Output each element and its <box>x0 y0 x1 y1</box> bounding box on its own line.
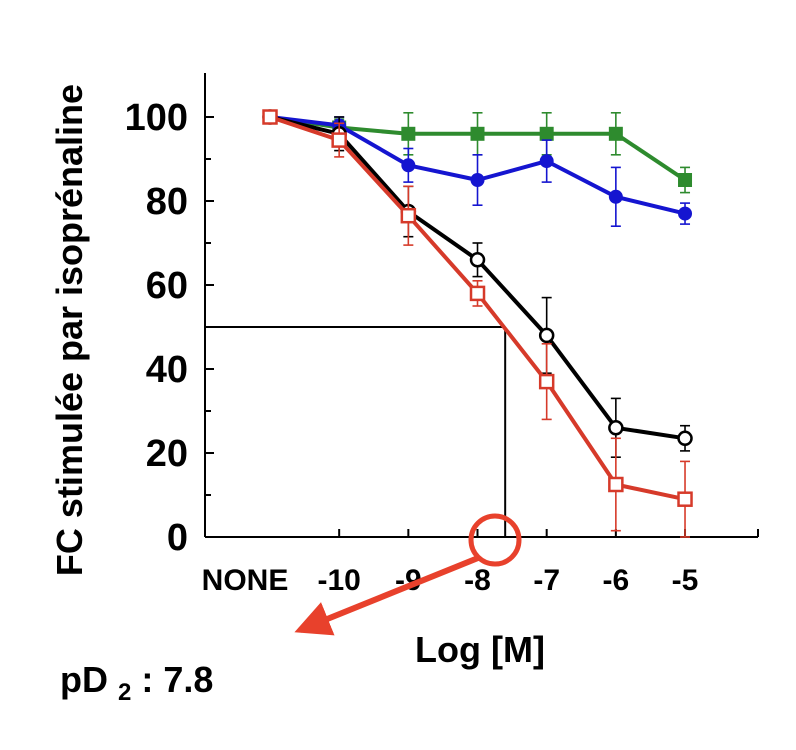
x-tick-label: -8 <box>464 564 491 597</box>
y-tick-label: 60 <box>146 265 188 307</box>
data-point <box>470 173 485 187</box>
x-tick-label: -6 <box>603 564 630 597</box>
data-point <box>331 132 347 148</box>
pd2-subscript: 2 <box>118 679 131 706</box>
pd2-label-main: pD <box>60 659 108 700</box>
x-tick-label: -7 <box>533 564 560 597</box>
data-point <box>470 126 485 141</box>
pd2-value: : 7.8 <box>141 659 213 700</box>
x-tick-label: NONE <box>202 564 289 597</box>
y-tick-label: 40 <box>146 349 188 391</box>
ec50-highlight-circle <box>468 513 522 567</box>
data-point <box>678 206 693 221</box>
y-tick-label: 100 <box>125 97 188 139</box>
x-tick-label: -10 <box>317 564 360 597</box>
y-tick-label: 80 <box>146 181 188 223</box>
data-point <box>401 126 416 141</box>
y-axis-title: FC stimulée par isoprénaline <box>49 84 90 576</box>
x-axis-title: Log [M] <box>415 629 545 670</box>
series-layer <box>262 109 693 538</box>
data-point <box>608 189 623 204</box>
data-point <box>538 373 555 390</box>
data-point <box>538 327 555 344</box>
y-axis-ticks: 0 20 40 60 80 100 <box>125 97 214 559</box>
data-point <box>677 430 693 447</box>
data-point <box>608 126 623 141</box>
data-point <box>401 158 416 173</box>
y-tick-label: 20 <box>146 433 188 475</box>
data-point <box>400 207 417 224</box>
data-point <box>677 491 693 507</box>
series-3 <box>262 109 693 538</box>
data-point <box>608 420 624 436</box>
data-point <box>469 285 486 302</box>
data-point <box>469 252 486 268</box>
data-point <box>678 173 693 187</box>
pd2-label: pD 2 : 7.8 <box>60 659 213 708</box>
data-point <box>539 154 554 169</box>
data-point <box>608 476 624 493</box>
x-tick-label: -5 <box>672 564 699 597</box>
x-axis-ticks: NONE -10 -9 -8 -7 -6 -5 <box>202 529 699 597</box>
ec50-arrow <box>294 555 480 636</box>
y-tick-label: 0 <box>167 517 188 559</box>
data-point <box>262 109 278 125</box>
data-point <box>539 126 554 141</box>
